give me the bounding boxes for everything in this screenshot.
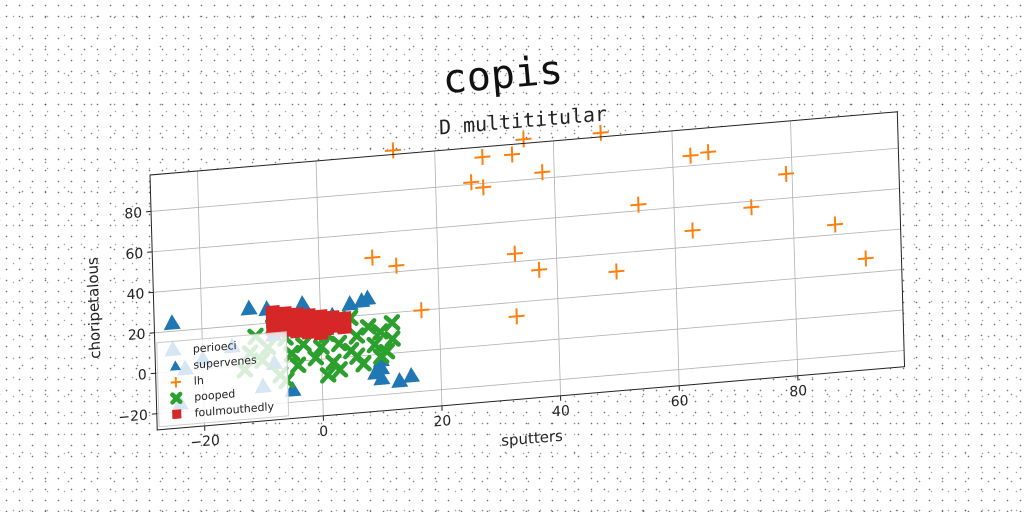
- lh-legend-marker: [170, 376, 182, 388]
- x-tick-label: −20: [190, 433, 220, 451]
- lh-point: [684, 222, 701, 239]
- pooped-point: [372, 347, 390, 365]
- legend-entry-label: lh: [194, 374, 204, 388]
- x-grid-line: [552, 140, 561, 396]
- x-tick-label: 20: [433, 413, 451, 430]
- lh-point: [592, 124, 609, 141]
- lh-point: [778, 165, 795, 182]
- foulmouthedly-legend-marker: [172, 409, 182, 420]
- y-grid-line: [153, 228, 901, 293]
- foulmouthedly-point: [271, 316, 287, 332]
- supervenes-point: [293, 295, 311, 312]
- y-tick-label: 40: [126, 286, 144, 303]
- x-axis-label: sputters: [501, 427, 563, 450]
- x-grid-line: [790, 120, 799, 376]
- lh-point: [385, 142, 402, 159]
- x-grid-line: [315, 160, 324, 416]
- foulmouthedly-point: [295, 318, 311, 334]
- lh-point: [475, 179, 492, 196]
- lh-point: [534, 164, 551, 181]
- pooped-point: [331, 361, 349, 379]
- pooped-point: [330, 334, 348, 353]
- y-tick-label: −20: [118, 407, 148, 425]
- pooped-point: [348, 347, 366, 365]
- y-grid-line: [151, 147, 899, 212]
- supervenes-point: [373, 369, 391, 386]
- y-tick-label: 80: [124, 205, 142, 222]
- pooped-point: [383, 314, 401, 332]
- lh-point: [506, 245, 523, 262]
- lh-point: [857, 250, 874, 267]
- pooped-point: [371, 323, 389, 341]
- supervenes-legend-marker: [169, 360, 182, 371]
- x-tick-label: 40: [552, 403, 570, 420]
- pooped-point: [359, 318, 377, 336]
- legend-entry-label: perioeci: [193, 339, 237, 356]
- legend-box: [156, 331, 290, 428]
- x-tick-label: 80: [789, 383, 807, 400]
- pooped-point: [312, 338, 330, 356]
- lh-point: [630, 196, 647, 213]
- x-tick-label: 0: [319, 423, 328, 440]
- lh-point: [827, 216, 844, 233]
- pooped-point: [289, 356, 307, 375]
- figure-suptitle: copis: [441, 47, 565, 103]
- axis-ticks: −20 0 20 40 60 80 −20 0 20 40 60 80: [118, 205, 807, 451]
- pooped-point: [348, 327, 366, 345]
- supervenes-point: [403, 366, 421, 383]
- foulmouthedly-point: [283, 317, 299, 333]
- plot-frame: [149, 111, 906, 431]
- lh-point: [743, 199, 760, 216]
- y-axis-label: choripetalous: [83, 256, 104, 359]
- pooped-legend-marker: [170, 391, 183, 405]
- supervenes-point: [284, 381, 302, 398]
- y-grid-line: [152, 188, 900, 253]
- pooped-point: [283, 344, 301, 363]
- legend-entry-label: supervenes: [193, 353, 257, 371]
- y-tick-label: 0: [138, 367, 147, 384]
- plot-area: [150, 111, 905, 430]
- supervenes-point: [240, 299, 258, 316]
- pooped-point: [384, 330, 401, 348]
- lh-point: [508, 308, 525, 325]
- legend-entry-label: pooped: [194, 387, 235, 403]
- lh-point: [608, 263, 625, 280]
- foulmouthedly-point: [319, 320, 334, 336]
- pooped-point: [307, 348, 325, 367]
- lh-point: [364, 249, 381, 266]
- x-grid-line: [434, 150, 443, 406]
- lh-point: [515, 131, 532, 148]
- supervenes-point: [359, 289, 377, 306]
- y-tick-label: 20: [128, 327, 146, 344]
- x-grid-line: [671, 130, 680, 386]
- supervenes-point: [391, 372, 409, 389]
- lh-point: [682, 147, 699, 164]
- pooped-point: [295, 335, 312, 354]
- foulmouthedly-point: [307, 319, 323, 335]
- foulmouthedly-point: [331, 313, 346, 329]
- supervenes-point: [163, 314, 181, 331]
- lh-point: [413, 302, 430, 319]
- y-tick-label: 60: [125, 246, 143, 263]
- lh-point: [531, 261, 548, 278]
- pooped-point: [319, 366, 337, 384]
- x-tick-label: 60: [671, 393, 689, 410]
- lh-point: [700, 144, 717, 161]
- supervenes-point: [373, 359, 391, 376]
- lh-point: [474, 148, 491, 166]
- lh-point: [463, 174, 480, 191]
- lh-point: [504, 146, 521, 163]
- pooped-point: [366, 335, 384, 354]
- lh-point: [388, 257, 405, 274]
